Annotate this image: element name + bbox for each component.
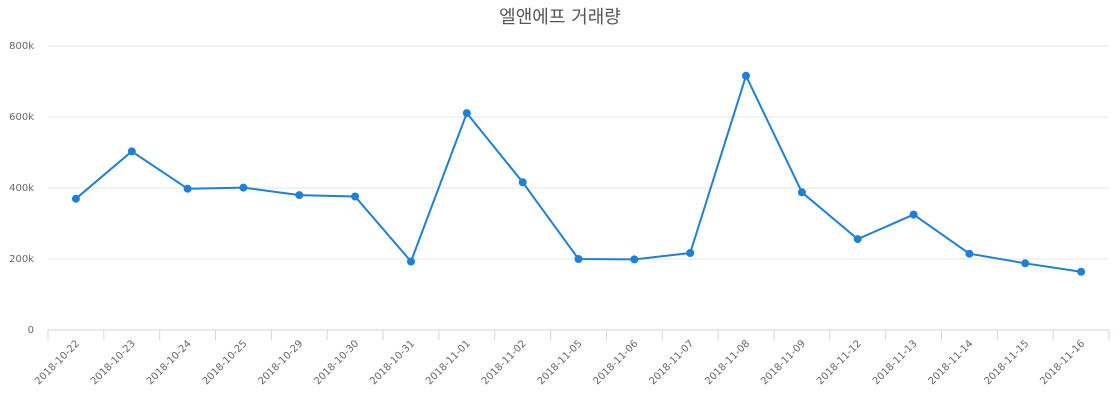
x-tick-label: 2018-10-22 <box>33 338 82 387</box>
x-tick-label: 2018-10-25 <box>201 338 250 387</box>
x-tick-label: 2018-11-15 <box>982 338 1031 387</box>
x-tick-label: 2018-11-14 <box>927 338 976 387</box>
x-tick-label: 2018-11-08 <box>703 338 752 387</box>
data-point[interactable] <box>742 71 750 80</box>
y-axis: 0 200k 400k 600k 800k <box>9 41 34 336</box>
data-point[interactable] <box>351 192 360 201</box>
y-tick-label: 600k <box>9 112 34 123</box>
x-tick-label: 2018-10-30 <box>312 338 361 387</box>
y-tick-label: 800k <box>9 41 34 52</box>
x-tick-label: 2018-11-09 <box>759 338 808 387</box>
data-point[interactable] <box>1077 267 1086 276</box>
x-tick-label: 2018-11-06 <box>592 338 641 387</box>
y-tick-label: 0 <box>28 325 34 336</box>
data-point[interactable] <box>183 184 192 193</box>
data-point[interactable] <box>295 191 304 200</box>
x-tick-label: 2018-11-13 <box>871 338 920 387</box>
x-tick-label: 2018-11-12 <box>815 338 864 387</box>
y-tick-label: 400k <box>9 183 34 194</box>
data-point[interactable] <box>518 178 527 187</box>
grid-layer <box>48 45 1109 260</box>
series-layer <box>71 71 1086 276</box>
data-point[interactable] <box>909 210 918 219</box>
data-point[interactable] <box>239 183 248 192</box>
x-tick-label: 2018-11-07 <box>647 338 696 387</box>
x-tick-label: 2018-10-24 <box>145 338 194 387</box>
data-point[interactable] <box>462 109 471 118</box>
chart-title: 엘앤에프 거래량 <box>499 7 621 28</box>
x-tick-label: 2018-11-05 <box>536 338 585 387</box>
data-point[interactable] <box>630 255 639 264</box>
data-point[interactable] <box>965 249 974 258</box>
x-tick-label: 2018-11-02 <box>480 338 529 387</box>
data-point[interactable] <box>127 147 136 156</box>
data-point[interactable] <box>407 257 415 266</box>
x-tick-label: 2018-10-29 <box>257 338 306 387</box>
x-tick-label: 2018-10-23 <box>89 338 138 387</box>
data-point[interactable] <box>574 255 583 263</box>
data-point[interactable] <box>686 249 695 257</box>
data-point[interactable] <box>1021 259 1030 268</box>
data-point[interactable] <box>71 194 80 203</box>
x-tick-label: 2018-10-31 <box>368 338 417 387</box>
data-point[interactable] <box>797 188 806 197</box>
y-tick-label: 200k <box>9 254 34 265</box>
series-line <box>75 74 1082 273</box>
x-axis: 2018-10-22 2018-10-23 2018-10-24 2018-10-25… <box>33 329 1110 387</box>
x-tick-label: 2018-11-01 <box>424 338 473 387</box>
x-tick-label: 2018-11-16 <box>1038 338 1087 387</box>
data-point[interactable] <box>853 235 862 244</box>
